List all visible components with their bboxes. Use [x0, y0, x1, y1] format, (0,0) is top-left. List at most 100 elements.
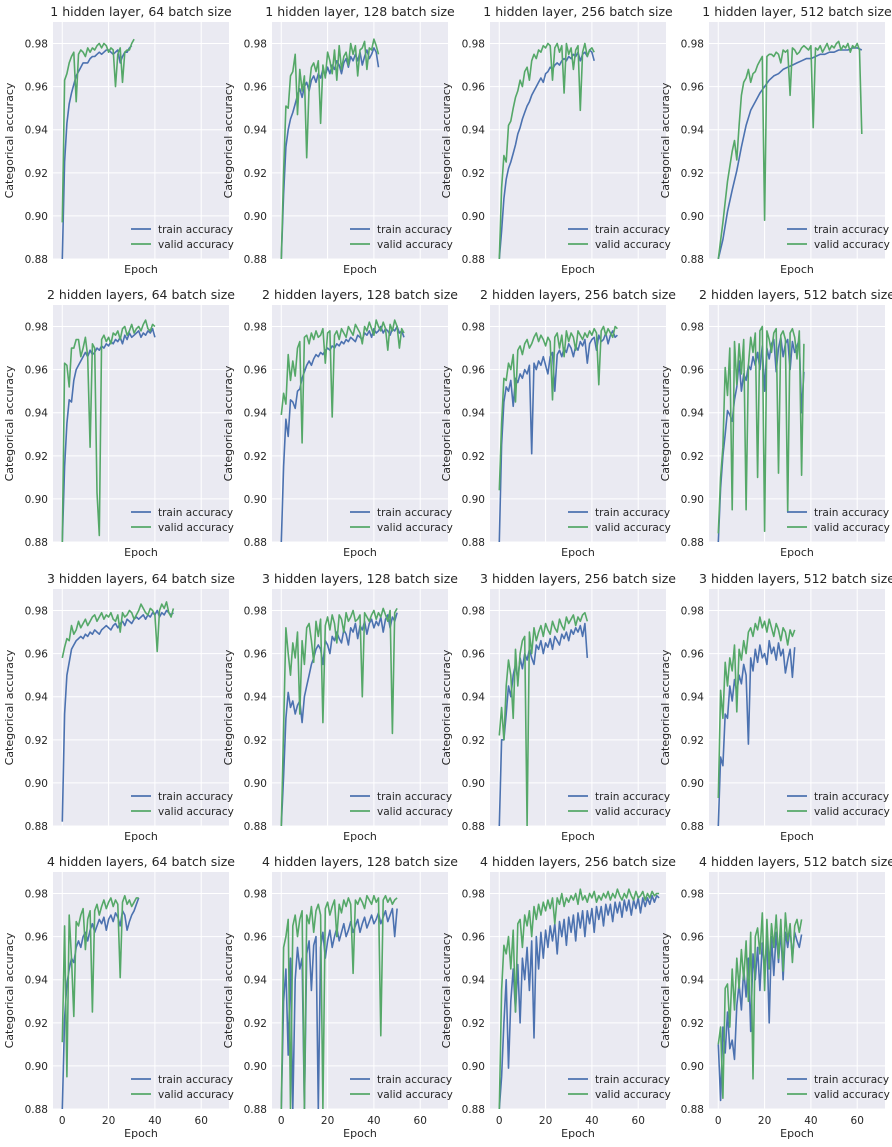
y-tick-label: 0.88 — [681, 821, 704, 833]
valid-accuracy-line — [280, 894, 398, 1109]
x-tick-label: 20 — [758, 1115, 771, 1127]
y-tick-label: 0.92 — [25, 451, 48, 463]
plot-area — [490, 305, 666, 542]
y-tick-label: 0.88 — [25, 821, 48, 833]
train-accuracy-line — [280, 907, 398, 1109]
subplot-14: 0.88 0.90 0.92 0.94 0.96 0.98 0 20 40 60 4 hidden … — [222, 854, 458, 1140]
train-accuracy-line — [280, 325, 405, 542]
y-tick-label: 0.92 — [244, 1018, 267, 1030]
y-axis-label: Categorical accuracy — [659, 649, 672, 765]
y-tick-label: 0.98 — [462, 322, 485, 334]
y-axis-label: Categorical accuracy — [3, 932, 16, 1048]
x-axis-label: Epoch — [124, 546, 158, 559]
valid-accuracy-line — [498, 888, 660, 1109]
y-tick-label: 0.96 — [244, 82, 268, 94]
legend-label: train accuracy — [595, 224, 670, 236]
y-tick-label: 0.92 — [462, 1018, 485, 1030]
y-tick-label: 0.94 — [244, 692, 268, 704]
y-tick-label: 0.88 — [462, 537, 485, 549]
legend-label: train accuracy — [595, 791, 670, 803]
y-axis-label: Categorical accuracy — [222, 365, 235, 481]
y-tick-label: 0.90 — [681, 778, 704, 790]
y-tick-label: 0.88 — [25, 254, 48, 266]
y-tick-label: 0.94 — [681, 408, 705, 420]
x-axis-label: Epoch — [124, 1127, 158, 1140]
x-tick-label: 40 — [804, 1115, 817, 1127]
y-tick-label: 0.92 — [462, 451, 485, 463]
y-tick-label: 0.92 — [681, 1018, 704, 1030]
y-tick-label: 0.90 — [681, 211, 704, 223]
subplot-title: 2 hidden layers, 64 batch size — [47, 287, 235, 302]
y-tick-label: 0.90 — [244, 778, 267, 790]
y-axis-label: Categorical accuracy — [222, 649, 235, 765]
subplot-16: 0.88 0.90 0.92 0.94 0.96 0.98 0 20 40 60 4 hidden … — [659, 854, 892, 1140]
y-tick-label: 0.98 — [681, 606, 704, 618]
x-tick-label: 0 — [715, 1115, 722, 1127]
y-tick-label: 0.96 — [681, 649, 705, 661]
x-tick-label: 0 — [59, 1115, 66, 1127]
x-tick-label: 60 — [414, 1115, 427, 1127]
y-axis-label: Categorical accuracy — [659, 365, 672, 481]
y-tick-label: 0.92 — [681, 168, 704, 180]
subplot-3: 0.88 0.90 0.92 0.94 0.96 0.98 1 hidden layer, … — [440, 4, 673, 276]
subplot-title: 1 hidden layer, 64 batch size — [50, 4, 232, 19]
x-axis-label: Epoch — [561, 1127, 595, 1140]
y-tick-label: 0.88 — [25, 537, 48, 549]
y-axis-label: Categorical accuracy — [659, 932, 672, 1048]
y-tick-label: 0.94 — [681, 692, 705, 704]
plot-area — [53, 589, 229, 826]
y-tick-label: 0.94 — [244, 975, 268, 987]
x-axis-label: Epoch — [780, 830, 814, 843]
y-tick-label: 0.90 — [462, 494, 485, 506]
y-tick-label: 0.96 — [25, 932, 49, 944]
x-tick-label: 0 — [278, 1115, 285, 1127]
x-tick-label: 40 — [585, 1115, 598, 1127]
valid-accuracy-line — [61, 38, 135, 223]
x-axis-label: Epoch — [561, 546, 595, 559]
y-tick-label: 0.92 — [462, 168, 485, 180]
y-tick-label: 0.92 — [681, 451, 704, 463]
valid-accuracy-line — [717, 325, 805, 534]
x-axis-label: Epoch — [780, 1127, 814, 1140]
x-tick-label: 60 — [851, 1115, 864, 1127]
y-tick-label: 0.96 — [462, 365, 486, 377]
legend-label: train accuracy — [158, 1074, 233, 1086]
x-axis-label: Epoch — [343, 263, 377, 276]
y-tick-label: 0.94 — [462, 692, 486, 704]
subplot-13: 0.88 0.90 0.92 0.94 0.96 0.98 0 20 40 60 4 hidden … — [3, 854, 235, 1140]
y-tick-label: 0.90 — [25, 778, 48, 790]
y-tick-label: 0.90 — [25, 211, 48, 223]
legend-label: valid accuracy — [158, 1089, 234, 1101]
y-tick-label: 0.96 — [681, 82, 705, 94]
x-axis-label: Epoch — [124, 830, 158, 843]
x-tick-label: 40 — [367, 1115, 380, 1127]
legend-label: valid accuracy — [814, 522, 890, 534]
y-tick-label: 0.88 — [681, 537, 704, 549]
x-tick-label: 60 — [195, 1115, 208, 1127]
y-tick-label: 0.92 — [244, 451, 267, 463]
y-axis-label: Categorical accuracy — [440, 932, 453, 1048]
x-axis-label: Epoch — [561, 830, 595, 843]
x-tick-label: 60 — [632, 1115, 645, 1127]
x-axis-label: Epoch — [343, 830, 377, 843]
legend-label: valid accuracy — [595, 522, 671, 534]
y-tick-label: 0.98 — [244, 606, 267, 618]
subplot-12: 0.88 0.90 0.92 0.94 0.96 0.98 3 hidden layers,… — [659, 571, 892, 843]
y-tick-label: 0.90 — [244, 494, 267, 506]
subplot-7: 0.88 0.90 0.92 0.94 0.96 0.98 2 hidden layers,… — [440, 287, 676, 559]
valid-accuracy-line — [61, 894, 139, 1078]
y-tick-label: 0.98 — [25, 606, 48, 618]
subplot-2: 0.88 0.90 0.92 0.94 0.96 0.98 1 hidden layer, … — [222, 4, 455, 276]
y-tick-label: 0.96 — [244, 932, 268, 944]
y-tick-label: 0.92 — [25, 735, 48, 747]
legend-label: train accuracy — [814, 791, 889, 803]
x-axis-label: Epoch — [343, 1127, 377, 1140]
y-tick-label: 0.98 — [25, 322, 48, 334]
y-tick-label: 0.90 — [244, 211, 267, 223]
train-accuracy-line — [717, 47, 863, 259]
y-tick-label: 0.96 — [244, 365, 268, 377]
y-axis-label: Categorical accuracy — [440, 365, 453, 481]
subplot-5: 0.88 0.90 0.92 0.94 0.96 0.98 2 hidden layers,… — [3, 287, 235, 559]
legend-label: valid accuracy — [377, 806, 453, 818]
